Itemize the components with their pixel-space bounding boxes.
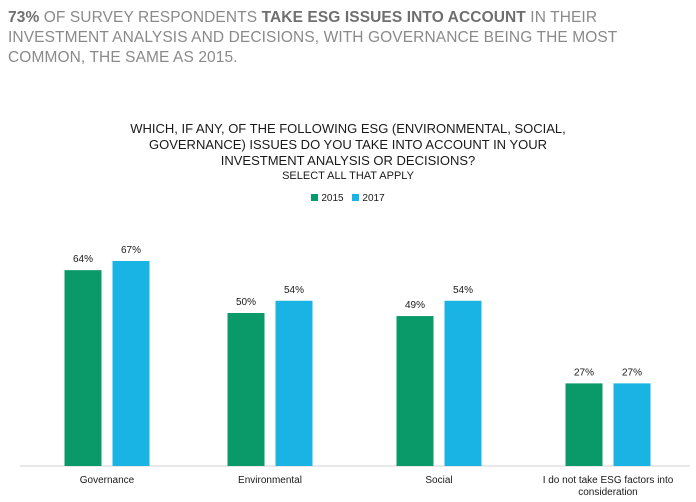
legend-item-2015: 2015: [311, 193, 344, 204]
legend-swatch-2015: [311, 194, 319, 201]
data-label-2017-2: 54%: [453, 285, 473, 296]
data-label-2015-1: 50%: [236, 297, 256, 308]
legend-swatch-2017: [352, 194, 360, 201]
bar-2017-2: [444, 300, 482, 466]
headline-percentage: 73%: [8, 9, 40, 26]
legend-label-2015: 2015: [321, 193, 344, 204]
x-tick-label-3: I do not take ESG factors into considerat…: [543, 475, 674, 498]
data-label-2017-0: 67%: [121, 245, 141, 256]
bar-2015-3: [565, 383, 603, 466]
legend-label-2017: 2017: [362, 193, 385, 204]
headline: 73% OF SURVEY RESPONDENTS TAKE ESG ISSUE…: [8, 8, 688, 68]
chart-title-line-3: INVESTMENT ANALYSIS OR DECISIONS?: [220, 153, 476, 168]
bar-2015-1: [227, 313, 265, 466]
x-tick-label-2: Social: [425, 475, 452, 486]
bar-2017-3: [613, 383, 651, 466]
data-label-2017-3: 27%: [622, 367, 642, 378]
headline-text-2: IN THEIR INVESTMENT ANALYSIS AND DECISIO…: [8, 9, 618, 66]
data-label-2015-0: 64%: [73, 254, 93, 265]
chart-title-line-2: GOVERNANCE) ISSUES DO YOU TAKE INTO ACCO…: [148, 137, 548, 152]
x-tick-label-1: Environmental: [238, 475, 302, 486]
data-label-2015-2: 49%: [405, 300, 425, 311]
chart-subtitle: SELECT ALL THAT APPLY: [282, 170, 414, 182]
headline-text-1: OF SURVEY RESPONDENTS: [39, 9, 262, 26]
bar-2015-0: [64, 270, 102, 466]
bar-2015-2: [396, 316, 434, 466]
bar-2017-1: [275, 300, 313, 466]
headline-bold-text: TAKE ESG ISSUES INTO ACCOUNT: [261, 9, 526, 26]
data-label-2017-1: 54%: [284, 285, 304, 296]
data-label-2015-3: 27%: [574, 367, 594, 378]
legend-item-2017: 2017: [352, 193, 385, 204]
chart-title-line-1: WHICH, IF ANY, OF THE FOLLOWING ESG (ENV…: [130, 121, 566, 136]
x-tick-label-0: Governance: [80, 475, 135, 486]
chart-legend: 2015 2017: [0, 193, 696, 204]
bar-2017-0: [112, 260, 150, 466]
